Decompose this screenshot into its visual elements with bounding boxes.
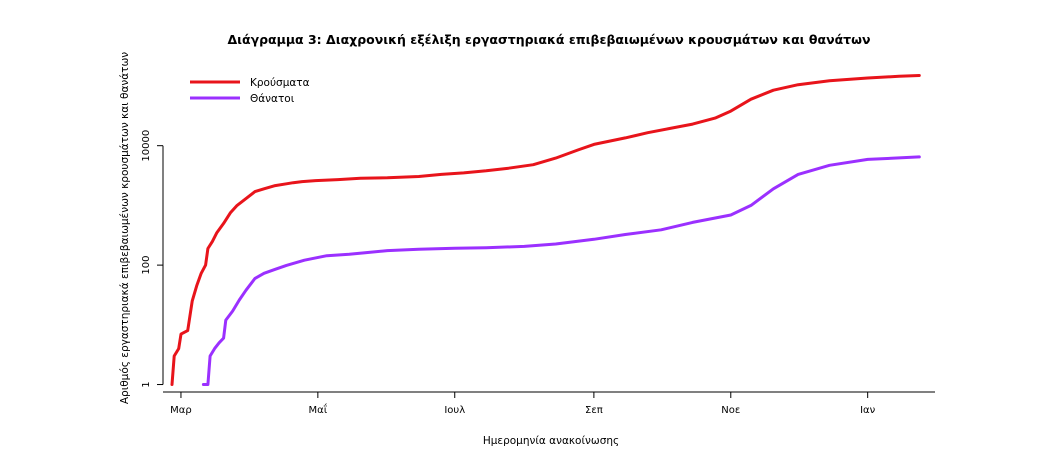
series-layer: [170, 74, 921, 386]
y-tick-label: 100: [141, 256, 152, 275]
y-axis-label: Αριθμός εργαστηριακά επιβεβαιωμένων κρου…: [119, 52, 131, 404]
chart-title: Διάγραμμα 3: Διαχρονική εξέλιξη εργαστηρ…: [227, 32, 870, 47]
series-line-cases: [170, 74, 921, 386]
y-tick-label: 10000: [141, 130, 152, 162]
series-line-deaths: [201, 155, 921, 386]
legend: Κρούσματα Θάνατοι: [190, 77, 310, 105]
legend-label: Κρούσματα: [250, 77, 310, 89]
x-tick-label: Ιαν: [860, 405, 876, 416]
x-tick-label: Mαρ: [170, 405, 192, 416]
x-tick-label: Mαΐ: [309, 402, 328, 416]
x-axis-label: Ημερομηνία ανακοίνωσης: [483, 435, 619, 447]
x-tick-label: Noε: [721, 405, 740, 416]
x-tick-label: Ιουλ: [444, 405, 465, 416]
y-tick-label: 1: [141, 381, 152, 387]
plot-axes: 1 100 10000 Mαρ Mαΐ Ιουλ Σεπ Noε Ιαν: [141, 130, 935, 416]
legend-label: Θάνατοι: [250, 93, 295, 105]
x-tick-label: Σεπ: [585, 405, 603, 416]
